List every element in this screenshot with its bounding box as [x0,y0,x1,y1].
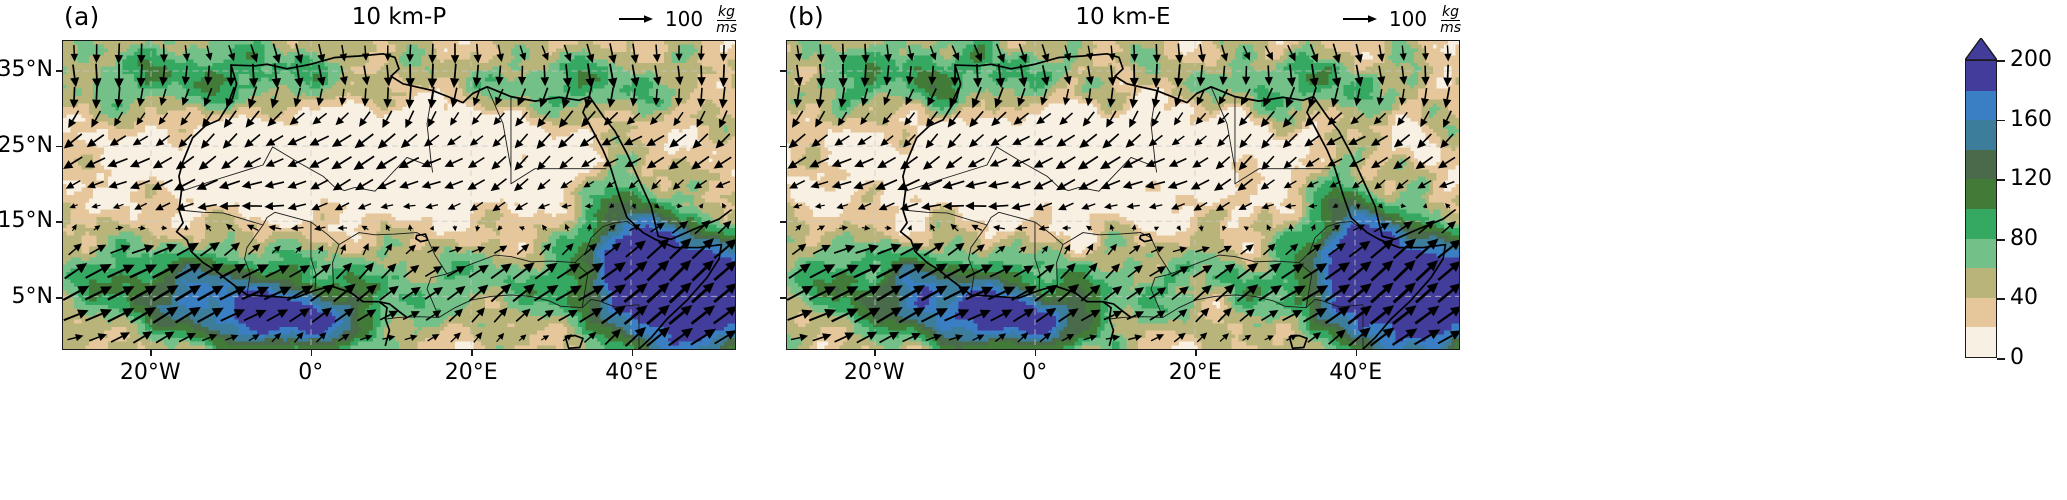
colorbar-tick-mark [1997,298,2005,301]
filled-contours [787,41,1459,349]
quiver-key-unit: kg ms [715,5,738,35]
colorbar-tick-label: 0 [2010,345,2024,370]
panel-b-tag: (b) [788,2,824,31]
x-tick-mark [150,350,152,356]
x-tick-label: 0° [1022,360,1048,385]
panel-b-map-canvas [787,41,1459,349]
quiver-key-unit: kg ms [1439,5,1462,35]
colorbar-tick-mark [1997,179,2005,181]
colorbar-band [1966,61,1996,91]
colorbar-band [1966,90,1996,121]
x-tick-mark [1355,350,1358,356]
colorbar-tick-label: 40 [2010,285,2038,311]
y-tick-mark [780,221,786,224]
y-tick-mark [56,297,62,299]
x-tick-label: 20°E [1168,360,1222,385]
colorbar-extend-arrow [1965,38,1997,60]
coastlines [899,52,1456,349]
quiver-key-magnitude: 100 [1388,7,1428,32]
y-tick-mark [780,70,786,72]
colorbar-tick-mark [1997,60,2005,62]
x-tick-label: 20°W [119,360,181,385]
panel-b-title: 10 km-E [1075,4,1171,30]
quiver-key-unit-denominator: ms [1440,19,1461,36]
y-tick-label: 15°N [0,208,53,234]
y-tick-mark [56,70,62,72]
y-tick-label: 5°N [11,284,53,310]
x-tick-label: 40°E [605,360,659,385]
colorbar-tick-mark [1997,358,2005,360]
panel-b: (b) 10 km-E 100 kg ms 20°W 0° 20°E 40°E [780,4,1461,384]
y-tick-mark [780,145,786,148]
quiver-key-magnitude: 100 [664,7,704,32]
colorbar-tick-mark [1997,119,2005,122]
panel-a-tag: (a) [64,2,100,31]
quiver-key-unit-denominator: ms [716,19,737,36]
x-tick-mark [471,350,473,356]
filled-contours [63,41,735,349]
colorbar-tick-label: 80 [2010,225,2038,251]
x-tick-label: 20°W [843,360,905,385]
x-tick-mark [310,350,313,356]
x-tick-mark [1034,350,1037,356]
colorbar-tick-label: 120 [2010,166,2052,192]
colorbar-tick-mark [1997,238,2005,241]
x-tick-mark [631,350,634,356]
x-tick-label: 40°E [1329,360,1383,385]
colorbar-band [1966,297,1996,328]
y-tick-mark [780,297,786,299]
panel-b-quiver-key: 100 kg ms [1342,4,1462,35]
x-tick-mark [1195,350,1197,356]
panel-a: (a) 10 km-P 100 kg ms 20°W 0° 20°E 40°E 35°N… [0,4,737,384]
panel-b-map-frame[interactable] [786,40,1460,350]
y-tick-label: 35°N [0,57,53,83]
colorbar-band [1966,179,1996,209]
y-tick-mark [56,221,62,224]
quiver-key-unit-numerator: kg [717,4,737,21]
colorbar-band [1966,208,1996,239]
colorbar-tick-label: 200 [2010,47,2052,72]
colorbar-tick-label: 160 [2010,106,2052,132]
panel-a-map-frame[interactable] [62,40,736,350]
wind-vectors [787,43,1459,347]
colorbar-band [1966,327,1996,357]
colorbar-band [1966,149,1996,180]
wind-vectors [63,43,735,347]
y-tick-label: 25°N [0,132,53,158]
quiver-arrow-icon [1342,15,1377,23]
colorbar-band [1966,268,1996,298]
colorbar-band [1966,120,1996,150]
y-tick-mark [56,145,62,148]
x-tick-label: 20°E [444,360,498,385]
colorbar-bands[interactable] [1965,60,1997,358]
panel-a-map-canvas [63,41,735,349]
quiver-key-unit-numerator: kg [1441,4,1461,21]
panel-a-quiver-key: 100 kg ms [618,4,738,35]
x-tick-mark [874,350,876,356]
panel-a-title: 10 km-P [351,4,447,30]
quiver-arrow-icon [618,15,653,23]
x-tick-label: 0° [298,360,324,385]
colorbar-band [1966,238,1996,269]
